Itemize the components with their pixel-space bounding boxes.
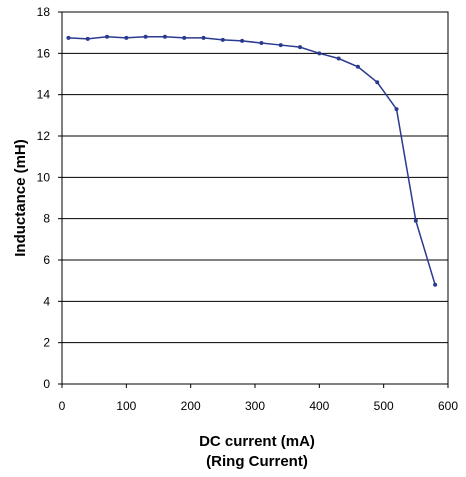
x-tick-label: 0: [59, 399, 66, 413]
data-point: [162, 34, 167, 39]
data-point: [317, 51, 322, 56]
y-tick-label: 12: [37, 129, 51, 143]
data-point: [433, 282, 438, 287]
x-tick-label: 500: [374, 399, 394, 413]
data-point: [375, 80, 380, 85]
data-point: [336, 56, 341, 61]
y-tick-label: 2: [43, 336, 50, 350]
gridlines: [62, 11, 448, 385]
y-tick-label: 18: [37, 5, 51, 19]
x-tick-label: 400: [309, 399, 329, 413]
data-point: [85, 36, 90, 41]
y-tick-label: 4: [43, 294, 50, 308]
y-tick-label: 8: [43, 212, 50, 226]
data-point: [413, 218, 418, 223]
series: [66, 34, 438, 287]
data-point: [298, 45, 303, 50]
x-axis-ticks: 0 100 200 300 400 500 600: [59, 384, 458, 413]
x-tick-label: 100: [116, 399, 136, 413]
data-point: [355, 64, 360, 69]
data-point: [105, 34, 110, 39]
plot-area-frame: [61, 11, 449, 385]
data-point: [394, 107, 399, 112]
data-point: [201, 35, 206, 40]
data-point: [143, 34, 148, 39]
y-tick-label: 16: [37, 46, 51, 60]
x-tick-label: 600: [438, 399, 458, 413]
y-tick-label: 0: [43, 377, 50, 391]
data-point: [220, 37, 225, 42]
x-tick-label: 200: [181, 399, 201, 413]
data-point: [182, 35, 187, 40]
y-tick-label: 14: [37, 88, 51, 102]
data-point: [278, 43, 283, 48]
data-point: [124, 35, 129, 40]
data-point: [240, 38, 245, 43]
y-tick-label: 6: [43, 253, 50, 267]
y-axis-ticks: 0 2 4 6 8 10 12 14 16 18: [37, 5, 62, 391]
x-tick-label: 300: [245, 399, 265, 413]
data-point: [66, 35, 71, 40]
y-tick-label: 10: [37, 170, 51, 184]
data-point: [259, 41, 264, 45]
x-axis-label-line2: (Ring Current): [206, 453, 308, 470]
x-axis-label: DC current (mA): [199, 433, 315, 450]
series-line: [68, 36, 436, 286]
y-axis-label: Inductance (mH): [12, 139, 29, 257]
